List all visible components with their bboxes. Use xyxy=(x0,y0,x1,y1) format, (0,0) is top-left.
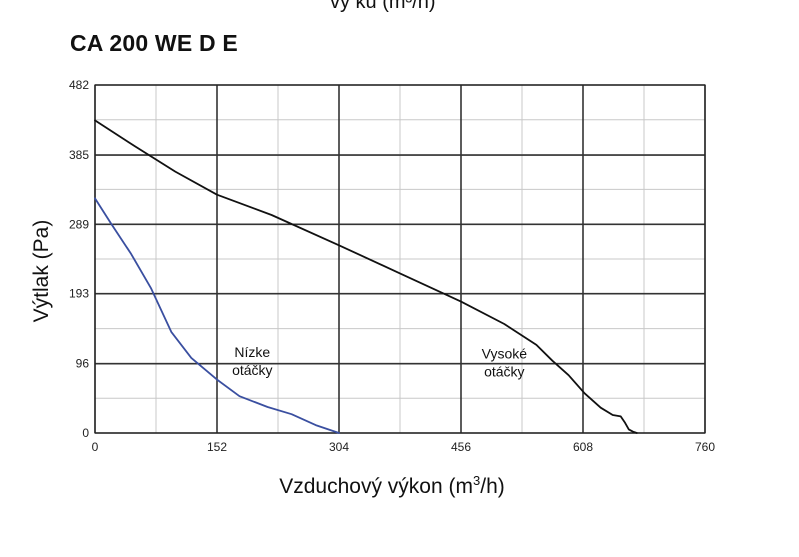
x-tick-label: 152 xyxy=(207,440,227,454)
series-label-low-speed: Nízke otáčky xyxy=(232,344,272,378)
series-labels: Nízke otáčky Vysoké otáčky xyxy=(232,344,527,379)
x-tick-label: 0 xyxy=(92,440,99,454)
minor-grid xyxy=(94,84,706,434)
x-axis-label: Vzduchový výkon (m3/h) xyxy=(279,473,505,498)
cropped-top-text: vy ku (m³/h) xyxy=(330,0,436,13)
x-tick-labels: 0 152 304 456 608 760 xyxy=(92,440,716,454)
series-line-low-speed xyxy=(94,197,340,434)
y-tick-label: 289 xyxy=(69,217,89,231)
y-tick-label: 96 xyxy=(76,357,90,371)
y-tick-labels: 0 96 193 289 385 482 xyxy=(69,78,89,440)
y-axis-label: Výtlak (Pa) xyxy=(30,220,53,323)
y-tick-label: 385 xyxy=(69,148,89,162)
y-tick-label: 0 xyxy=(82,426,89,440)
chart-title: CA 200 WE D E xyxy=(70,30,238,56)
series-line-high-speed xyxy=(94,119,638,434)
x-tick-label: 304 xyxy=(329,440,349,454)
series-label-high-speed: Vysoké otáčky xyxy=(482,346,528,380)
plot-frame xyxy=(94,84,706,434)
series-lines xyxy=(94,119,638,434)
x-tick-label: 456 xyxy=(451,440,471,454)
y-tick-label: 482 xyxy=(69,78,89,92)
x-tick-label: 608 xyxy=(573,440,593,454)
y-tick-label: 193 xyxy=(69,287,89,301)
x-tick-label: 760 xyxy=(695,440,715,454)
